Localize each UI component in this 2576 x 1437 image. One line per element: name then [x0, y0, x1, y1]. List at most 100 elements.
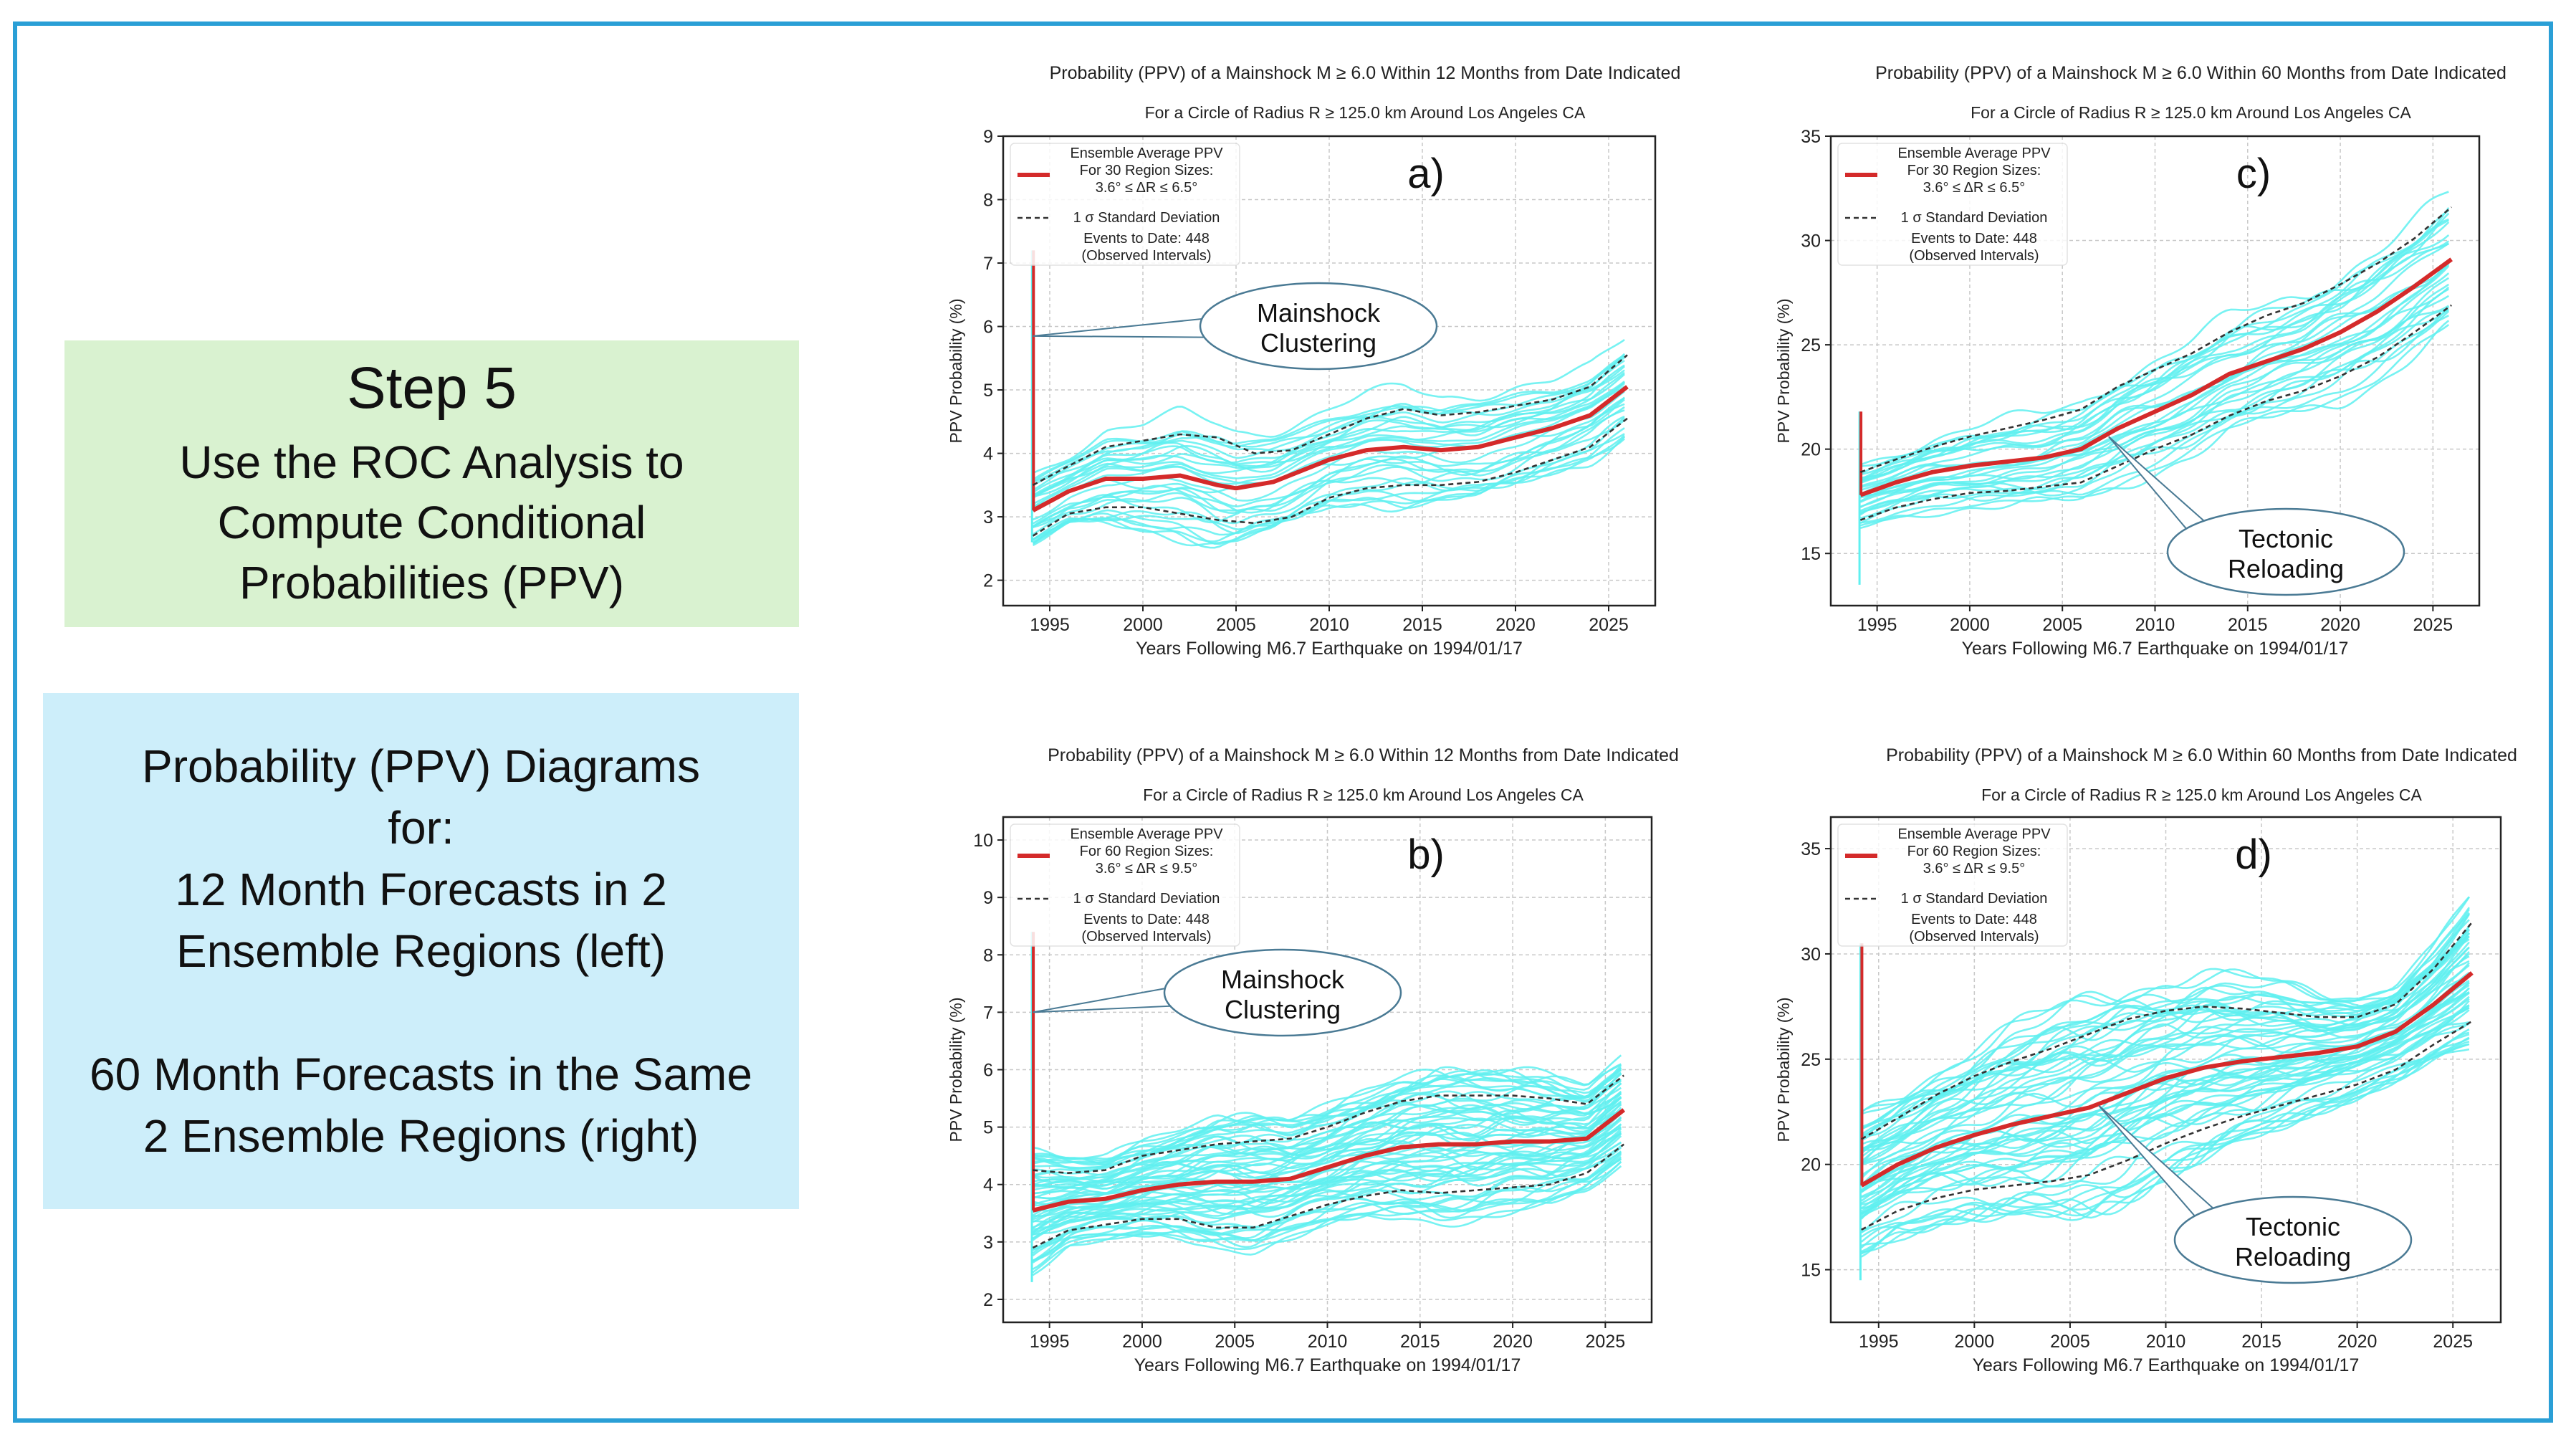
ensemble-average-line: [1032, 385, 1629, 512]
legend-events-label: (Observed Intervals): [1081, 929, 1211, 945]
x-tick-label: 2000: [1950, 615, 1990, 635]
legend-events-label: (Observed Intervals): [1909, 929, 2039, 945]
step-line: Use the ROC Analysis to: [179, 436, 684, 488]
legend: Ensemble Average PPV For 60 Region Sizes:…: [1837, 823, 2068, 947]
legend-events-label: (Observed Intervals): [1909, 248, 2039, 264]
x-tick-label: 2025: [1586, 1332, 1626, 1352]
ensemble-average-line: [1032, 1108, 1626, 1213]
ensemble-member-line: [1861, 947, 2470, 1165]
chart-title: Probability (PPV) of a Mainshock M ≥ 6.0…: [1886, 745, 2517, 765]
legend: Ensemble Average PPV For 30 Region Sizes:…: [1837, 143, 2068, 266]
ensemble-member-line: [1033, 369, 1625, 497]
ensemble-member-line: [1859, 243, 2449, 483]
x-tick-label: 1995: [1030, 615, 1070, 635]
x-tick-label: 2005: [1216, 615, 1256, 635]
ensemble-average-line: [1860, 971, 2474, 1188]
x-tick-label: 2025: [2433, 1332, 2473, 1352]
callout-text: Reloading: [2228, 554, 2344, 583]
ensemble-member-line: [1033, 1079, 1622, 1178]
legend-average-label: 3.6° ≤ ΔR ≤ 6.5°: [1096, 180, 1197, 196]
ensemble-member-line: [1032, 409, 1625, 535]
ensemble-member-line: [1859, 191, 2449, 466]
panel-label: b): [1407, 831, 1445, 878]
panel-label: d): [2235, 831, 2272, 878]
ensemble-member-line: [1860, 962, 2470, 1165]
chart-title: Probability (PPV) of a Mainshock M ≥ 6.0…: [1048, 745, 1679, 765]
y-tick-label: 5: [983, 1118, 993, 1138]
ensemble-member-line: [1032, 360, 1625, 491]
x-axis-label: Years Following M6.7 Earthquake on 1994/…: [1136, 639, 1523, 659]
chart-title: Probability (PPV) of a Mainshock M ≥ 6.0…: [1050, 63, 1681, 83]
ensemble-member-line: [1032, 1142, 1622, 1234]
std-dev-lower-line: [1032, 417, 1628, 537]
ensemble-member-line: [1033, 1112, 1622, 1217]
y-tick-label: 3: [983, 507, 993, 527]
ensemble-member-line: [1033, 382, 1625, 509]
ensemble-member-line: [1033, 1071, 1622, 1165]
chart-title: Probability (PPV) of a Mainshock M ≥ 6.0…: [1875, 63, 2506, 83]
chart-c: Probability (PPV) of a Mainshock M ≥ 6.0…: [1774, 63, 2506, 659]
ensemble-member-line: [1033, 398, 1625, 528]
std-dev-lower-line: [1859, 304, 2452, 521]
legend-average-label: For 60 Region Sizes:: [1080, 844, 1214, 859]
ensemble-average-line: [1859, 257, 2453, 497]
ensemble-member-line: [1032, 381, 1625, 505]
std-dev-upper-line: [1032, 354, 1628, 486]
ensemble-member-line: [1033, 1063, 1622, 1170]
info-line: for:: [388, 802, 454, 854]
ensemble-member-line: [1860, 960, 2470, 1165]
y-tick-label: 25: [1801, 1050, 1821, 1070]
step-box: Step 5 Use the ROC Analysis to Compute C…: [64, 340, 799, 627]
legend-average-label: 3.6° ≤ ΔR ≤ 9.5°: [1923, 861, 2025, 877]
callout-text: Tectonic: [2246, 1212, 2340, 1241]
std-dev-lower-line: [1032, 1143, 1624, 1249]
y-axis-label: PPV Probability (%): [1774, 998, 1793, 1142]
x-tick-label: 2015: [2228, 615, 2268, 635]
callout-text: Mainshock: [1257, 298, 1381, 328]
ensemble-member-line: [1860, 1028, 2470, 1233]
std-dev-upper-line: [1861, 922, 2473, 1140]
y-tick-label: 8: [983, 945, 993, 965]
ensemble-member-line: [1860, 305, 2450, 513]
x-tick-label: 2000: [1955, 1332, 1995, 1352]
callout-text: Reloading: [2235, 1242, 2351, 1271]
y-tick-label: 30: [1801, 945, 1821, 965]
y-tick-label: 5: [983, 381, 993, 401]
plot-content: [1030, 250, 1629, 549]
plot-content: [1030, 932, 1626, 1282]
x-tick-label: 2005: [1215, 1332, 1255, 1352]
ensemble-member-line: [1861, 1005, 2470, 1216]
ensemble-member-line: [1860, 221, 2450, 479]
x-axis-label: Years Following M6.7 Earthquake on 1994/…: [1962, 639, 2349, 659]
chart-a: Probability (PPV) of a Mainshock M ≥ 6.0…: [947, 63, 1680, 659]
ensemble-member-line: [1032, 1132, 1622, 1240]
y-tick-label: 25: [1801, 335, 1821, 355]
panel-label: c): [2236, 151, 2271, 197]
y-tick-label: 15: [1801, 544, 1821, 564]
y-tick-label: 20: [1801, 1155, 1821, 1175]
y-tick-label: 7: [983, 254, 993, 274]
legend-average-label: Ensemble Average PPV: [1070, 826, 1223, 842]
info-line: 2 Ensemble Regions (right): [143, 1110, 699, 1162]
x-tick-label: 2000: [1123, 615, 1163, 635]
y-tick-label: 35: [1801, 127, 1821, 147]
legend-std-label: 1 σ Standard Deviation: [1073, 210, 1220, 226]
y-tick-label: 2: [983, 1290, 993, 1310]
x-tick-label: 1995: [1030, 1332, 1070, 1352]
x-tick-label: 2010: [2146, 1332, 2186, 1352]
step-line: Probabilities (PPV): [239, 557, 625, 608]
x-tick-label: 2020: [1493, 1332, 1533, 1352]
info-box: Probability (PPV) Diagrams for: 12 Month…: [43, 693, 799, 1209]
x-tick-label: 2010: [2135, 615, 2175, 635]
info-line: Probability (PPV) Diagrams: [142, 740, 700, 792]
ensemble-member-line: [1033, 1096, 1622, 1206]
y-tick-label: 4: [983, 444, 993, 464]
callout-bubble: [2166, 507, 2405, 596]
plot-content: [1858, 191, 2453, 585]
chart-b: Probability (PPV) of a Mainshock M ≥ 6.0…: [947, 745, 1679, 1375]
legend-average-label: For 30 Region Sizes:: [1907, 163, 2041, 178]
legend-box: [1010, 823, 1240, 947]
